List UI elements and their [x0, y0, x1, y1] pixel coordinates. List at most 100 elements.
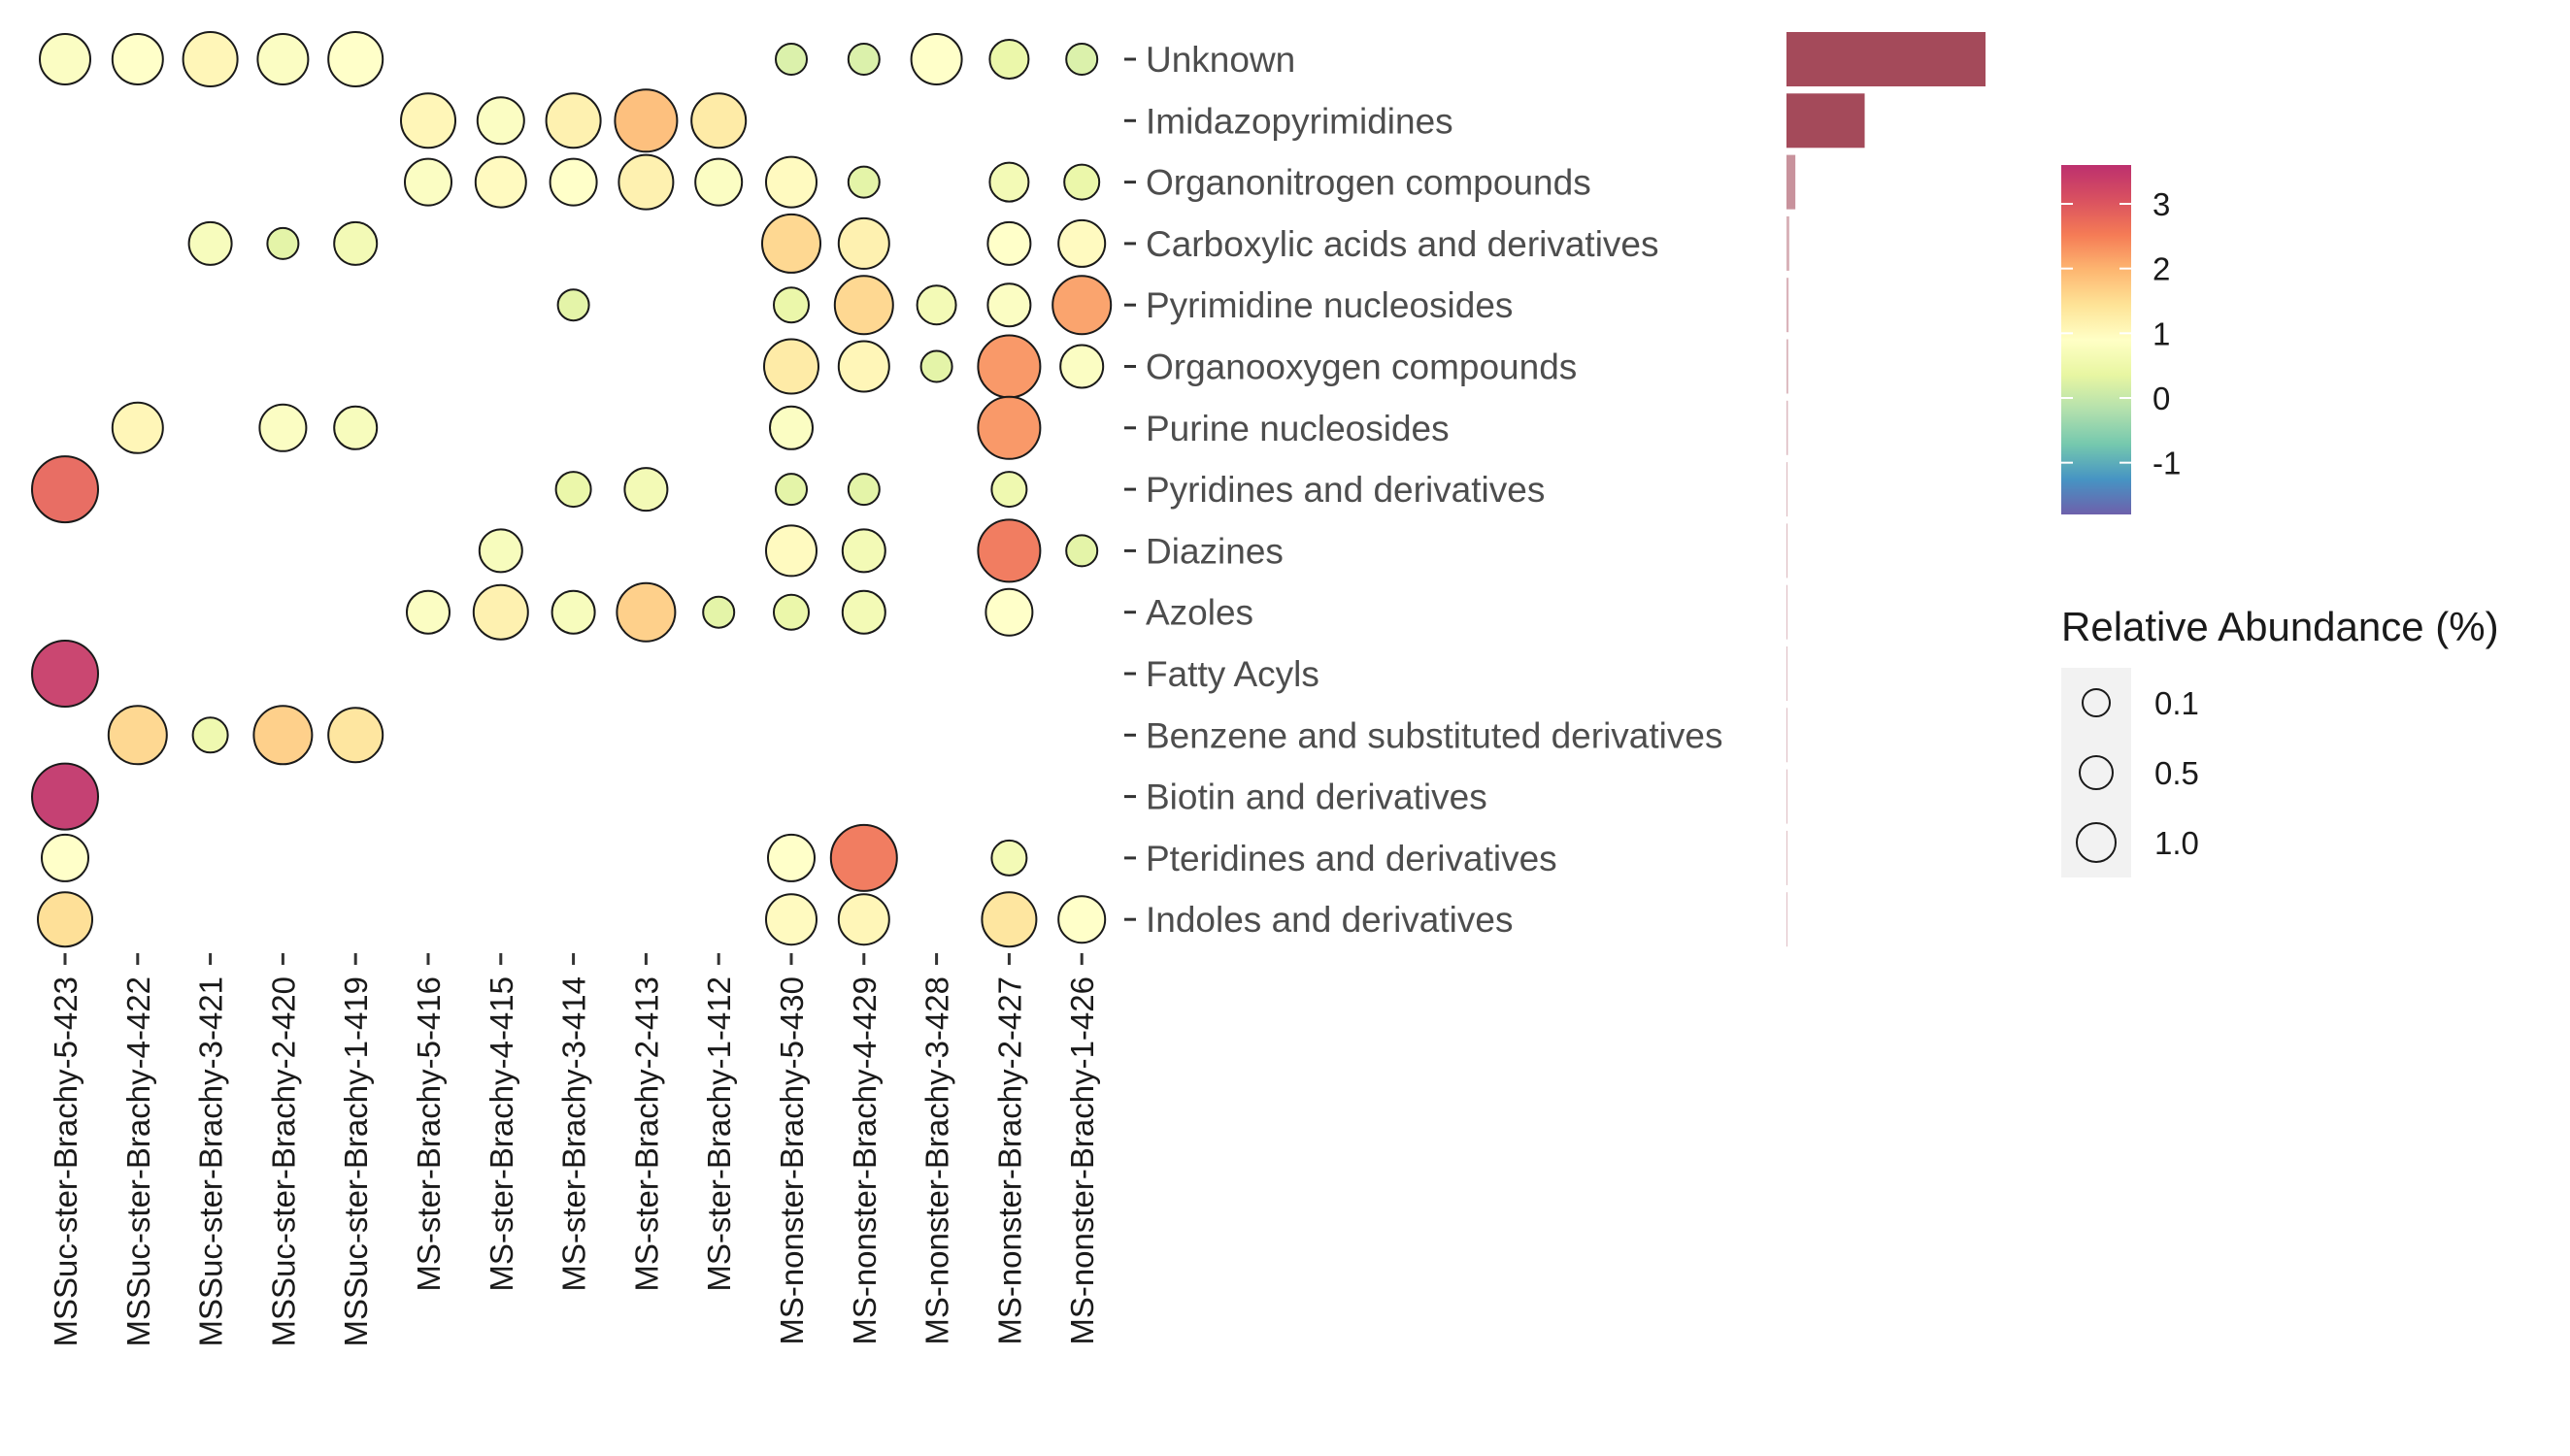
- row-label-diazines: Diazines: [1146, 531, 1284, 571]
- bubble-unknown-s12: [910, 33, 963, 85]
- size-legend-title: Relative Abundance (%): [2061, 604, 2499, 649]
- bubble-organonitrogen-compounds-s7: [549, 157, 598, 207]
- row-label-pteridines-and-derivatives: Pteridines and derivatives: [1146, 839, 1557, 878]
- bubble-benzene-and-substituted-derivatives-s1: [107, 705, 168, 766]
- bubble-purine-nucleosides-s1: [111, 401, 164, 454]
- bubble-purine-nucleosides-s10: [769, 405, 814, 450]
- bubble-unknown-s3: [256, 33, 310, 85]
- bubble-pteridines-and-derivatives-s0: [41, 833, 89, 882]
- size-legend-key-background: [2061, 668, 2131, 877]
- bubble-indoles-and-derivatives-s10: [765, 893, 818, 946]
- bubble-pyrimidine-nucleosides-s13: [986, 282, 1032, 328]
- color-tick-label: -1: [2153, 446, 2181, 481]
- bubble-organonitrogen-compounds-s6: [474, 155, 527, 209]
- bubble-azoles-s9: [702, 595, 736, 629]
- bar-fatty-acyls: [1786, 646, 1787, 701]
- column-label-ms-nonster-brachy-3-428: MS-nonster-Brachy-3-428: [919, 976, 955, 1345]
- bubble-pyridines-and-derivatives-s0: [31, 455, 99, 524]
- bubble-pteridines-and-derivatives-s10: [767, 833, 816, 882]
- bubble-azoles-s10: [773, 593, 810, 631]
- bubble-pyridines-and-derivatives-s7: [554, 471, 592, 509]
- row-label-pyrimidine-nucleosides: Pyrimidine nucleosides: [1146, 285, 1513, 325]
- bubble-indoles-and-derivatives-s13: [981, 891, 1038, 948]
- bubble-organooxygen-compounds-s11: [837, 340, 890, 393]
- row-label-purine-nucleosides: Purine nucleosides: [1146, 409, 1450, 448]
- row-label-indoles-and-derivatives: Indoles and derivatives: [1146, 900, 1513, 940]
- size-legend-label: 0.1: [2154, 685, 2199, 721]
- row-label-carboxylic-acids-and-derivatives: Carboxylic acids and derivatives: [1146, 224, 1659, 264]
- bubble-purine-nucleosides-s13: [977, 395, 1042, 460]
- bubble-carboxylic-acids-and-derivatives-s14: [1057, 218, 1107, 268]
- bubble-pteridines-and-derivatives-s13: [990, 839, 1028, 877]
- bubble-unknown-s13: [988, 39, 1030, 80]
- bubble-organooxygen-compounds-s10: [763, 338, 819, 395]
- row-label-unknown: Unknown: [1146, 40, 1295, 80]
- bubble-pyrimidine-nucleosides-s10: [773, 286, 810, 324]
- bubble-azoles-s6: [472, 583, 529, 641]
- bubble-pyridines-and-derivatives-s10: [775, 473, 808, 507]
- bubble-benzene-and-substituted-derivatives-s2: [191, 716, 229, 754]
- size-legend-label: 0.5: [2154, 755, 2199, 791]
- column-label-mssuc-ster-brachy-3-421: MSSuc-ster-Brachy-3-421: [193, 976, 229, 1346]
- bubble-pyridines-and-derivatives-s11: [847, 473, 881, 507]
- size-legend-circle: [2082, 688, 2111, 717]
- bubble-diazines-s14: [1065, 534, 1099, 568]
- bubble-azoles-s13: [985, 587, 1034, 637]
- column-label-ms-ster-brachy-4-415: MS-ster-Brachy-4-415: [484, 976, 519, 1292]
- bubble-organonitrogen-compounds-s13: [988, 161, 1030, 203]
- bubble-organonitrogen-compounds-s11: [847, 165, 881, 199]
- column-label-ms-ster-brachy-3-414: MS-ster-Brachy-3-414: [556, 976, 592, 1292]
- abundance-bars: [1786, 32, 1986, 947]
- bubble-purine-nucleosides-s4: [333, 405, 379, 450]
- bar-biotin-and-derivatives: [1786, 769, 1787, 824]
- bubble-carboxylic-acids-and-derivatives-s2: [187, 220, 233, 266]
- bar-carboxylic-acids-and-derivatives: [1786, 215, 1789, 271]
- bubble-fatty-acyls-s0: [31, 640, 99, 708]
- size-legend-label: 1.0: [2154, 825, 2199, 861]
- color-scale-bar: [2061, 165, 2131, 514]
- bubble-diazines-s13: [977, 518, 1042, 583]
- bubble-carboxylic-acids-and-derivatives-s13: [986, 220, 1032, 266]
- bubble-organooxygen-compounds-s13: [977, 334, 1042, 399]
- bubble-layer: [31, 31, 1113, 948]
- bubble-pyrimidine-nucleosides-s12: [916, 284, 957, 326]
- bubble-unknown-s14: [1065, 43, 1099, 76]
- bar-purine-nucleosides: [1786, 400, 1788, 455]
- row-label-benzene-and-substituted-derivatives: Benzene and substituted derivatives: [1146, 715, 1722, 755]
- bubble-carboxylic-acids-and-derivatives-s3: [266, 226, 300, 260]
- bubble-azoles-s8: [616, 581, 677, 643]
- bubble-carboxylic-acids-and-derivatives-s10: [761, 213, 821, 274]
- row-label-imidazopyrimidines: Imidazopyrimidines: [1146, 101, 1453, 141]
- bubble-carboxylic-acids-and-derivatives-s4: [333, 220, 379, 266]
- bubble-unknown-s1: [111, 33, 164, 85]
- bubble-imidazopyrimidines-s8: [614, 88, 679, 153]
- bar-organooxygen-compounds: [1786, 339, 1788, 394]
- column-label-ms-nonster-brachy-2-427: MS-nonster-Brachy-2-427: [991, 976, 1027, 1345]
- bar-azoles: [1786, 584, 1787, 640]
- bubble-organonitrogen-compounds-s9: [694, 157, 744, 207]
- bubble-biotin-and-derivatives-s0: [31, 762, 99, 831]
- bubble-organonitrogen-compounds-s10: [765, 155, 818, 209]
- bar-unknown: [1786, 32, 1986, 86]
- color-tick-label: 3: [2153, 186, 2170, 222]
- color-tick-label: 2: [2153, 251, 2170, 287]
- column-label-mssuc-ster-brachy-5-423: MSSuc-ster-Brachy-5-423: [48, 976, 83, 1346]
- bubble-unknown-s10: [775, 43, 808, 76]
- row-label-pyridines-and-derivatives: Pyridines and derivatives: [1146, 470, 1545, 510]
- bubble-unknown-s4: [327, 31, 384, 87]
- row-label-organooxygen-compounds: Organooxygen compounds: [1146, 347, 1577, 387]
- bubble-diazines-s11: [841, 528, 886, 574]
- bubble-carboxylic-acids-and-derivatives-s11: [837, 216, 890, 270]
- bar-organonitrogen-compounds: [1786, 154, 1796, 210]
- color-tick-label: 1: [2153, 315, 2170, 351]
- bubble-indoles-and-derivatives-s11: [837, 893, 890, 946]
- bubble-pyridines-and-derivatives-s8: [623, 467, 669, 513]
- bubble-azoles-s11: [841, 589, 886, 635]
- column-label-mssuc-ster-brachy-1-419: MSSuc-ster-Brachy-1-419: [338, 976, 374, 1346]
- column-label-ms-ster-brachy-1-412: MS-ster-Brachy-1-412: [701, 976, 737, 1292]
- bar-pyrimidine-nucleosides: [1786, 278, 1789, 333]
- bar-pyridines-and-derivatives: [1786, 462, 1788, 517]
- color-tick-label: 0: [2153, 381, 2170, 416]
- bubble-indoles-and-derivatives-s14: [1057, 895, 1107, 944]
- bar-imidazopyrimidines: [1786, 93, 1865, 149]
